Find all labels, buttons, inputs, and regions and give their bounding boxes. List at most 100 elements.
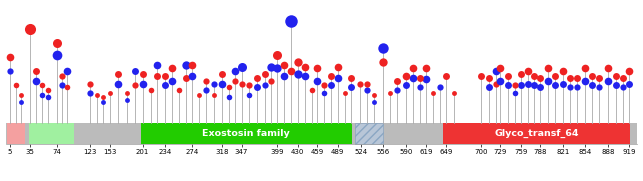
Point [187, 75, 197, 77]
Point [167, 67, 177, 70]
Point [618, 76, 628, 79]
Point [5, 56, 15, 59]
Point [610, 84, 620, 87]
Point [230, 79, 240, 82]
Point [401, 75, 412, 77]
Point [252, 76, 262, 79]
Point [43, 89, 53, 92]
Point [312, 67, 323, 70]
Point [529, 75, 539, 77]
Point [293, 60, 303, 63]
Point [37, 84, 47, 87]
Point [332, 76, 343, 79]
Point [624, 70, 634, 73]
Point [594, 86, 604, 89]
Point [293, 73, 303, 75]
Point [11, 84, 21, 87]
Point [194, 93, 204, 96]
Point [201, 79, 212, 82]
Point [378, 60, 388, 63]
Point [62, 86, 73, 89]
Point [326, 84, 336, 87]
Point [300, 75, 311, 77]
Point [167, 79, 177, 82]
Point [31, 70, 41, 73]
Point [529, 84, 539, 87]
Point [392, 79, 402, 82]
Point [491, 82, 501, 85]
Point [415, 76, 425, 79]
Point [16, 101, 26, 104]
Point [25, 28, 35, 30]
Point [217, 73, 227, 75]
Point [428, 91, 439, 94]
Point [392, 89, 402, 92]
Point [259, 84, 269, 87]
Point [187, 63, 197, 66]
Point [98, 101, 109, 104]
Point [408, 67, 418, 70]
Point [340, 91, 350, 94]
Point [503, 75, 513, 77]
Point [503, 84, 513, 87]
Point [152, 75, 162, 77]
Point [523, 82, 533, 85]
Point [362, 89, 372, 92]
Point [105, 91, 115, 94]
Point [286, 20, 296, 23]
Point [401, 84, 412, 87]
Point [378, 46, 388, 49]
Point [586, 75, 597, 77]
Point [495, 79, 505, 82]
Point [224, 95, 234, 98]
Point [57, 84, 67, 87]
Point [594, 76, 604, 79]
Point [181, 76, 191, 79]
Point [543, 79, 554, 82]
Point [286, 70, 296, 73]
Point [237, 65, 247, 68]
Point [435, 86, 445, 89]
Point [580, 79, 590, 82]
Point [266, 65, 276, 68]
Point [130, 84, 140, 87]
Point [565, 76, 575, 79]
Point [160, 84, 170, 87]
Point [271, 54, 282, 57]
Point [385, 91, 395, 94]
Point [421, 67, 431, 70]
Point [535, 76, 545, 79]
Bar [29, 123, 74, 144]
Point [448, 91, 458, 94]
Point [130, 70, 140, 73]
Point [138, 73, 148, 75]
Point [484, 76, 494, 79]
Point [217, 82, 227, 85]
Point [550, 84, 561, 87]
Point [201, 89, 212, 92]
Point [252, 86, 262, 89]
Point [624, 82, 634, 85]
Point [516, 73, 526, 75]
Point [91, 93, 102, 96]
Point [572, 76, 582, 79]
Point [491, 70, 501, 73]
Point [509, 91, 520, 94]
Text: Exostosin family: Exostosin family [203, 129, 290, 138]
Point [145, 89, 156, 92]
Point [208, 93, 219, 96]
Point [259, 73, 269, 75]
Point [138, 82, 148, 85]
Point [535, 86, 545, 89]
Point [476, 75, 486, 77]
Point [415, 86, 425, 89]
Point [368, 101, 379, 104]
Point [484, 86, 494, 89]
Point [603, 79, 613, 82]
Bar [141, 123, 352, 144]
Point [300, 65, 311, 68]
Point [244, 93, 254, 96]
Point [603, 67, 613, 70]
Point [16, 93, 26, 96]
Point [31, 79, 41, 82]
